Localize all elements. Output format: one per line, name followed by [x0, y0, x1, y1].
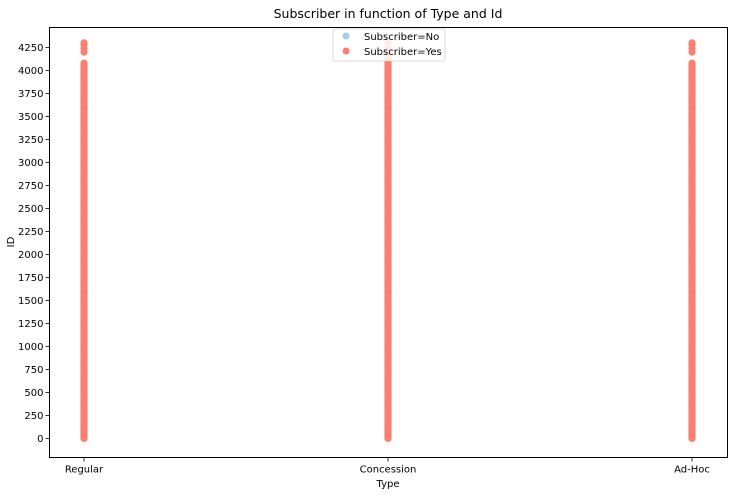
- y-tick-label: 1500: [18, 296, 43, 307]
- y-tick-label: 1250: [18, 319, 43, 330]
- y-tick-label: 2750: [18, 181, 43, 192]
- x-tick-label: Ad-Hoc: [674, 465, 710, 476]
- legend-box: [332, 28, 446, 62]
- y-tick-label: 1000: [18, 342, 43, 353]
- y-axis-label: ID: [6, 236, 17, 247]
- data-point: [688, 39, 696, 47]
- y-axis: 0 250 500 750 1000 1250 1500 1750 2000 2250 2500 27…: [18, 43, 50, 445]
- data-point: [688, 59, 696, 67]
- data-marks: [80, 39, 696, 443]
- data-point: [80, 59, 88, 67]
- y-tick-label: 3000: [18, 158, 43, 169]
- y-tick-label: 3250: [18, 135, 43, 146]
- y-tick-label: 4000: [18, 66, 43, 77]
- y-tick-label: 750: [24, 365, 43, 376]
- x-axis: Regular Concession Ad-Hoc: [65, 457, 710, 476]
- legend-marker-no: [342, 32, 350, 40]
- legend-label-yes: Subscriber=Yes: [364, 47, 442, 58]
- y-tick-label: 250: [24, 411, 43, 422]
- data-point: [80, 39, 88, 47]
- x-axis-label: Type: [376, 479, 400, 490]
- y-tick-label: 3500: [18, 112, 43, 123]
- y-tick-label: 0: [37, 434, 43, 445]
- plot-frame: [49, 27, 728, 458]
- chart-title: Subscriber in function of Type and Id: [274, 6, 503, 21]
- legend: Subscriber=No Subscriber=Yes: [332, 28, 446, 62]
- x-tick-label: Concession: [360, 465, 417, 476]
- y-tick-label: 3750: [18, 89, 43, 100]
- y-tick-label: 2000: [18, 250, 43, 261]
- x-tick-label: Regular: [65, 465, 104, 476]
- y-tick-label: 2250: [18, 227, 43, 238]
- y-tick-label: 4250: [18, 43, 43, 54]
- legend-marker-yes: [342, 47, 350, 55]
- y-tick-label: 2500: [18, 204, 43, 215]
- y-tick-label: 500: [24, 388, 43, 399]
- legend-label-no: Subscriber=No: [364, 32, 439, 43]
- y-tick-label: 1750: [18, 273, 43, 284]
